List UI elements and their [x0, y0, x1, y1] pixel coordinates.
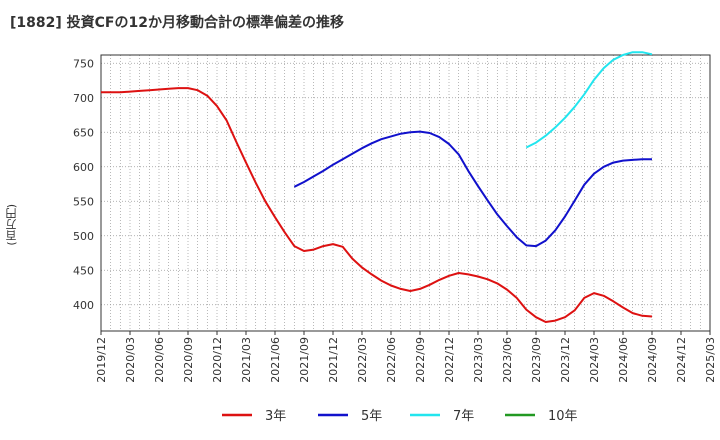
- x-tick-label: 2022/12: [443, 337, 456, 383]
- y-tick-label: 650: [73, 126, 94, 139]
- x-tick-label: 2023/12: [559, 337, 572, 383]
- x-tick-label: 2021/06: [269, 337, 282, 383]
- x-tick-label: 2024/03: [588, 337, 601, 383]
- y-tick-label: 700: [73, 92, 94, 105]
- x-tick-label: 2022/09: [414, 337, 427, 383]
- legend-layer: 3年 5年 7年 10年: [222, 409, 578, 424]
- y-tick-label: 450: [73, 264, 94, 277]
- x-tick-label: 2020/06: [153, 337, 166, 383]
- legend-label-2: 7年: [453, 409, 474, 424]
- series-line-0: [101, 87, 653, 323]
- x-tick-label: 2022/03: [356, 337, 369, 383]
- y-tick-label: 750: [73, 57, 94, 70]
- y-tick-label: 400: [73, 299, 94, 312]
- x-tick-label: 2022/06: [385, 337, 398, 383]
- x-tick-label: 2021/12: [327, 337, 340, 383]
- x-tick-label: 2020/03: [124, 337, 137, 383]
- x-tick-label: 2024/12: [675, 337, 688, 383]
- plot-frame: [100, 54, 711, 332]
- x-tick-label: 2020/12: [211, 337, 224, 383]
- x-tick-label: 2024/09: [646, 337, 659, 383]
- axis-layer: 400 450 500 550 600 650 700 750 2019/12 2020/03 20…: [73, 54, 717, 383]
- x-tick-label: 2025/03: [704, 337, 717, 383]
- legend-label-3: 10年: [548, 409, 578, 424]
- y-tick-label: 600: [73, 161, 94, 174]
- series-line-2: [525, 51, 653, 149]
- legend-label-1: 5年: [361, 409, 382, 424]
- x-tick-label: 2023/06: [501, 337, 514, 383]
- x-tick-label: 2019/12: [95, 337, 108, 383]
- x-tick-label: 2021/09: [298, 337, 311, 383]
- x-tick-label: 2023/03: [472, 337, 485, 383]
- y-tick-label: 500: [73, 230, 94, 243]
- x-tick-label: 2024/06: [617, 337, 630, 383]
- x-tick-label: 2023/09: [530, 337, 543, 383]
- x-tick-label: 2020/09: [182, 337, 195, 383]
- series-line-1: [293, 130, 652, 248]
- x-tick-label: 2021/03: [240, 337, 253, 383]
- chart-title: [1882] 投資CFの12か月移動合計の標準偏差の推移: [10, 15, 344, 31]
- series-layer: [101, 51, 653, 323]
- y-tick-label: 550: [73, 195, 94, 208]
- legend-label-0: 3年: [265, 409, 286, 424]
